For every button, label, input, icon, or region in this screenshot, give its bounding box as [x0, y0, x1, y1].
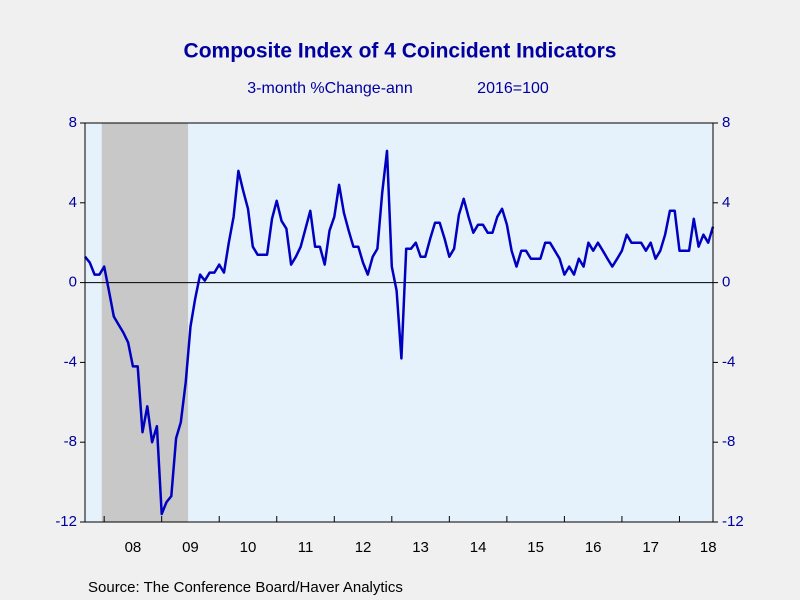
y2-tick-label: -4	[722, 353, 735, 370]
chart-title: Composite Index of 4 Coincident Indicato…	[184, 40, 617, 63]
y2-tick-label: 0	[722, 274, 730, 291]
y2-tick-label: -8	[722, 433, 735, 450]
x-tick-label: 15	[527, 539, 544, 556]
y2-tick-label: 8	[722, 114, 730, 131]
y-tick-label: -12	[55, 513, 77, 530]
x-tick-label: 13	[412, 539, 429, 556]
data-line	[84, 149, 715, 516]
y2-tick-label: 4	[722, 194, 730, 211]
x-tick-label: 11	[298, 539, 314, 556]
x-tick-label: 14	[470, 539, 487, 556]
plot-border	[84, 122, 714, 523]
chart-subtitle: 3-month %Change-ann	[247, 80, 412, 97]
source-note: Source: The Conference Board/Haver Analy…	[88, 579, 403, 596]
x-tick-label: 18	[700, 539, 717, 556]
y-tick-label: 4	[69, 194, 77, 211]
y2-tick-label: -12	[722, 513, 744, 530]
x-tick-label: 12	[355, 539, 372, 556]
y-tick-label: -4	[64, 353, 77, 370]
x-tick-label: 16	[585, 539, 602, 556]
x-tick-label: 17	[642, 539, 659, 556]
x-tick-label: 08	[125, 539, 142, 556]
x-tick-label: 10	[240, 539, 257, 556]
x-tick-label: 09	[182, 539, 199, 556]
y-tick-label: 0	[69, 274, 77, 291]
y-tick-label: 8	[69, 114, 77, 131]
chart-subtitle: 2016=100	[477, 80, 549, 97]
y-tick-label: -8	[64, 433, 77, 450]
